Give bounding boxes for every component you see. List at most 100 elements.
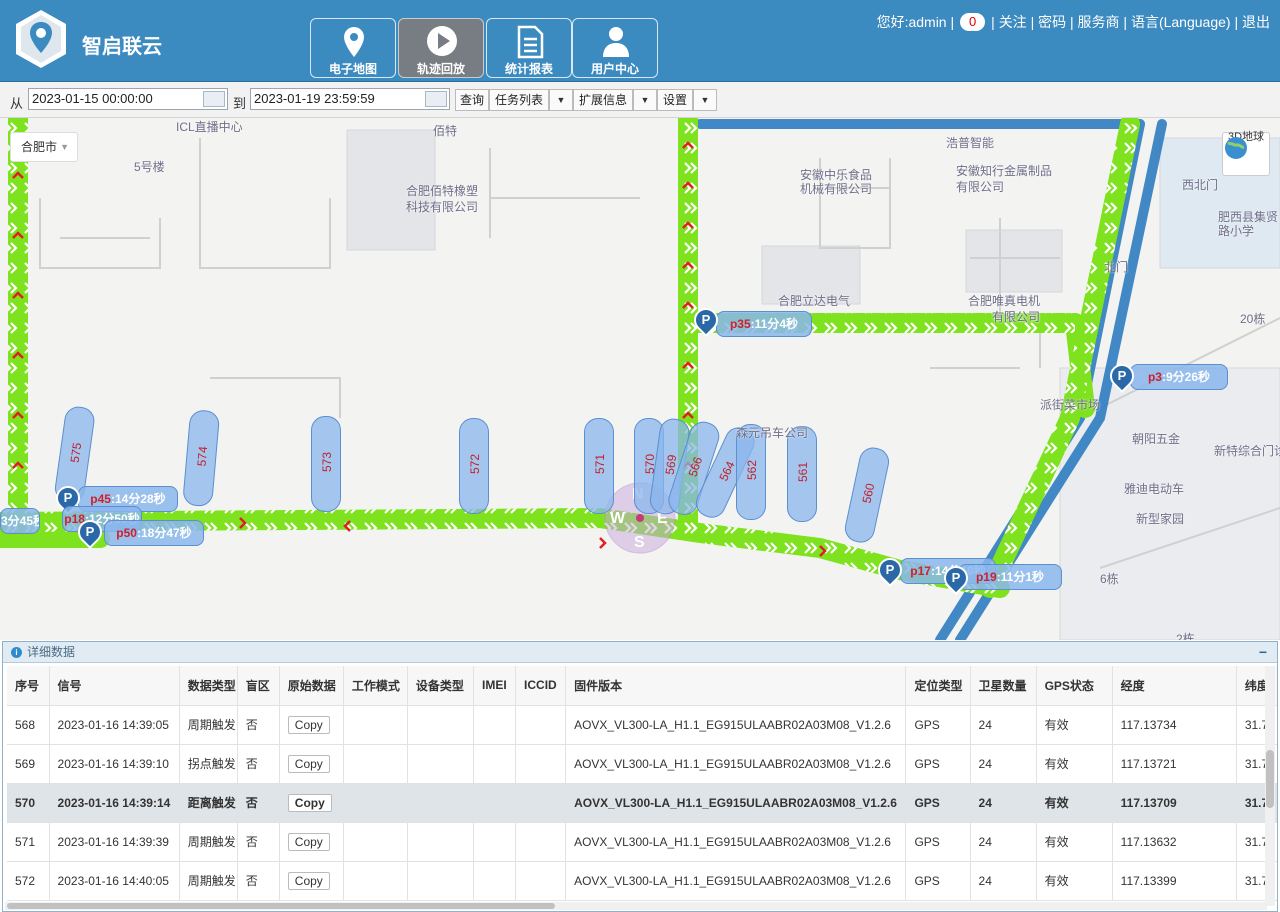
nav-user-center[interactable]: 用户中心 — [572, 18, 658, 78]
stop-id: p18 — [64, 512, 85, 526]
column-header[interactable]: GPS状态 — [1036, 666, 1113, 706]
poi-label[interactable]: 有限公司 — [992, 310, 1041, 324]
nav-electronic-map[interactable]: 电子地图 — [310, 18, 396, 78]
poi-label[interactable]: 北门 — [1104, 260, 1129, 274]
poi-label[interactable]: 有限公司 — [992, 310, 1041, 324]
chevron-down-icon[interactable]: ▼ — [693, 89, 717, 111]
poi-label[interactable]: 路小学 — [1218, 224, 1255, 238]
chevron-down-icon[interactable]: ▼ — [549, 89, 573, 111]
stop-label[interactable]: p35:11分4秒 — [716, 311, 812, 337]
track-map[interactable]: N S W E 57557457357257157056956656456256… — [0, 118, 1280, 640]
track-point-tag[interactable]: 562 — [736, 424, 766, 520]
query-button[interactable]: 查询 — [455, 89, 489, 111]
cell-gps: 有效 — [1036, 822, 1113, 862]
table-row[interactable]: 568 2023-01-16 14:39:05 周期触发否 Copy AOVX_VL30… — [7, 705, 1277, 745]
poi-label[interactable]: 安徽知行金属制品 — [956, 164, 1053, 178]
column-header[interactable]: 序号 — [7, 666, 50, 706]
chevron-down-icon[interactable]: ▼ — [633, 89, 657, 111]
language-link[interactable]: 语言(Language) — [1130, 14, 1231, 30]
poi-label[interactable]: 5号楼 — [134, 160, 165, 174]
column-header[interactable]: 盲区 — [237, 666, 280, 706]
end-time-input[interactable]: 2023-01-19 23:59:59 — [250, 88, 450, 110]
poi-label[interactable]: 森元吊车公司 — [736, 426, 809, 440]
vertical-scrollbar[interactable] — [1265, 666, 1275, 906]
poi-label[interactable]: 雅迪电动车 — [1124, 482, 1185, 496]
column-header[interactable]: 原始数据 — [279, 666, 344, 706]
stop-id: p3 — [1147, 370, 1162, 384]
table-row[interactable]: 570 2023-01-16 14:39:14 距离触发否 Copy AOVX_VL30… — [7, 783, 1277, 823]
table-row[interactable]: 569 2023-01-16 14:39:10 拐点触发否 Copy AOVX_VL30… — [7, 744, 1277, 784]
track-point-tag[interactable]: 561 — [787, 426, 817, 522]
3d-earth-button[interactable]: 3D地球 — [1222, 131, 1270, 176]
poi-label[interactable]: ICL直播中心 — [176, 120, 243, 134]
scroll-thumb[interactable] — [1266, 750, 1274, 808]
horizontal-scrollbar[interactable] — [5, 902, 1267, 910]
track-point-tag[interactable]: 571 — [584, 418, 614, 514]
calendar-icon[interactable] — [203, 91, 225, 107]
poi-label[interactable]: 有限公司 — [956, 180, 1005, 194]
poi-label[interactable]: 2栋 — [1176, 632, 1195, 640]
poi-label[interactable]: 肥西县集贤 — [1218, 210, 1279, 224]
poi-label[interactable]: 派街菜市场 — [1040, 398, 1101, 412]
poi-label[interactable]: 朝阳五金 — [1132, 432, 1181, 446]
column-header[interactable]: 数据类型 — [179, 666, 238, 706]
service-provider-link[interactable]: 服务商 — [1077, 14, 1120, 30]
column-header[interactable]: 经度 — [1112, 666, 1237, 706]
poi-label[interactable]: 新型家园 — [1136, 512, 1185, 526]
follow-link[interactable]: 关注 — [998, 14, 1027, 30]
table-row[interactable]: 572 2023-01-16 14:40:05 周期触发否 Copy AOVX_VL30… — [7, 861, 1277, 901]
column-header[interactable]: IMEI — [473, 666, 517, 706]
table-row[interactable]: 571 2023-01-16 14:39:39 周期触发否 Copy AOVX_VL30… — [7, 822, 1277, 862]
task-list-button[interactable]: 任务列表 — [489, 89, 549, 111]
cell-mode — [343, 861, 408, 901]
copy-button[interactable]: Copy — [287, 793, 332, 812]
track-point-tag[interactable]: 573 — [311, 416, 341, 512]
stop-label[interactable]: p19:11分1秒 — [958, 564, 1062, 590]
logout-link[interactable]: 退出 — [1242, 14, 1270, 30]
message-count-badge[interactable]: 0 — [960, 13, 986, 31]
map-canvas[interactable] — [0, 118, 1280, 640]
column-header[interactable]: 信号 — [49, 666, 180, 706]
poi-label[interactable]: 机械有限公司 — [800, 182, 873, 196]
track-point-tag[interactable]: 572 — [459, 418, 489, 514]
stop-label[interactable]: 3分45秒 — [0, 508, 40, 534]
password-link[interactable]: 密码 — [1038, 14, 1067, 30]
copy-button[interactable]: Copy — [287, 715, 330, 734]
copy-button[interactable]: Copy — [287, 754, 330, 773]
nav-label: 用户中心 — [590, 62, 639, 76]
poi-label[interactable]: 合肥立达电气 — [778, 294, 851, 308]
minimize-icon[interactable]: − — [1258, 644, 1267, 660]
extended-info-button[interactable]: 扩展信息 — [573, 89, 633, 111]
poi-label[interactable]: 科技有限公司 — [406, 200, 479, 214]
poi-label[interactable]: 西北门 — [1182, 178, 1219, 192]
calendar-icon[interactable] — [425, 91, 447, 107]
copy-button[interactable]: Copy — [287, 832, 330, 851]
cell-raw: Copy — [279, 705, 344, 745]
poi-label[interactable]: 安徽中乐食品 — [800, 168, 873, 182]
nav-label: 轨迹回放 — [416, 62, 465, 76]
column-header[interactable]: ICCID — [515, 666, 567, 706]
poi-label[interactable]: 6栋 — [1100, 572, 1119, 586]
poi-label[interactable]: 浩普智能 — [946, 136, 995, 150]
poi-label[interactable]: 合肥佰特橡塑 — [406, 184, 479, 198]
stop-duration: :11分1秒 — [996, 570, 1045, 584]
column-header[interactable]: 固件版本 — [565, 666, 907, 706]
stop-label[interactable]: p50:18分47秒 — [104, 520, 204, 546]
stop-label[interactable]: p3:9分26秒 — [1130, 364, 1228, 390]
nav-track-playback[interactable]: 轨迹回放 — [398, 18, 484, 78]
settings-button[interactable]: 设置 — [657, 89, 693, 111]
poi-label[interactable]: 合肥唯真电机 — [968, 294, 1041, 308]
start-time-input[interactable]: 2023-01-15 00:00:00 — [28, 88, 228, 110]
column-header[interactable]: 工作模式 — [343, 666, 408, 706]
nav-statistics-report[interactable]: 统计报表 — [486, 18, 572, 78]
column-header[interactable]: 卫星数量 — [970, 666, 1037, 706]
column-header[interactable]: 定位类型 — [905, 666, 971, 706]
poi-label[interactable]: 新特综合门诊 — [1214, 444, 1280, 458]
poi-label[interactable]: 佰特 — [433, 124, 458, 138]
cell-iccid — [515, 822, 567, 862]
copy-button[interactable]: Copy — [287, 871, 330, 890]
column-header[interactable]: 设备类型 — [407, 666, 474, 706]
city-selector[interactable]: 合肥市 ▼ — [10, 132, 78, 162]
poi-label[interactable]: 20栋 — [1240, 312, 1266, 326]
scroll-thumb[interactable] — [7, 903, 555, 909]
